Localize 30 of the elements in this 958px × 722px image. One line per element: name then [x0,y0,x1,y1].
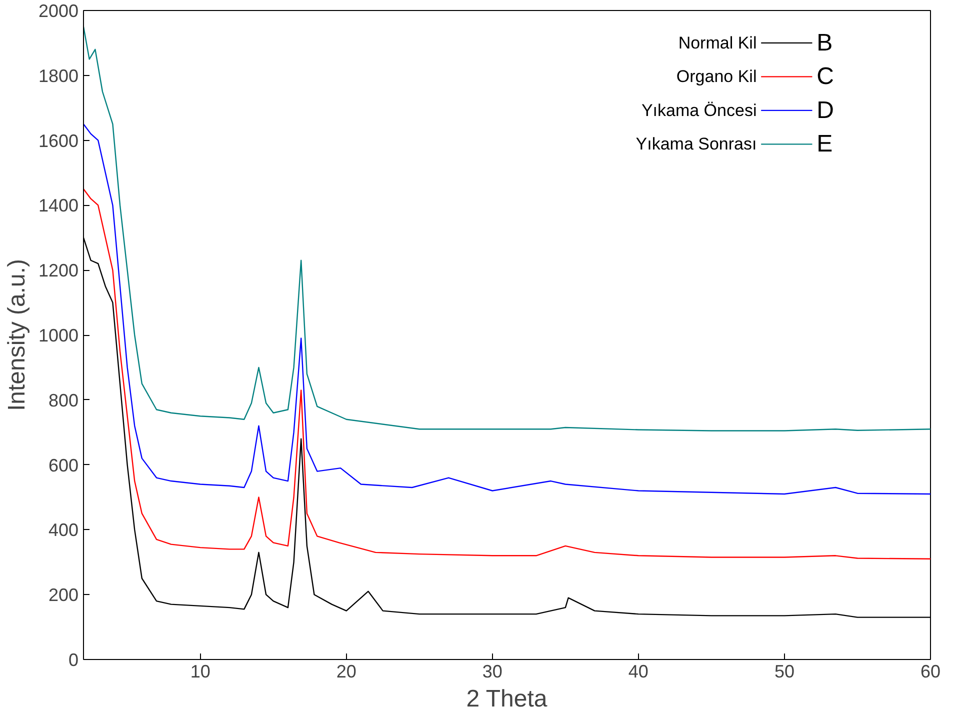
y-tick-label: 200 [48,585,79,606]
x-tick-label: 50 [774,662,794,682]
x-tick-label: 40 [628,662,648,682]
y-tick-label: 2000 [38,1,79,21]
line-series [84,123,930,495]
x-tick-label: 60 [920,662,941,682]
y-tick-label: 800 [48,390,79,410]
annotation: B [816,29,833,56]
x-tick-label: 20 [336,662,356,682]
y-tick-label: 1000 [38,326,79,346]
x-axis-title: 2 Theta [466,686,548,712]
y-tick-label: 1600 [38,130,79,151]
annotation: C [816,63,834,90]
line-series [84,188,930,560]
y-tick-label: 1200 [38,260,79,281]
y-tick-label: 1800 [38,66,79,86]
y-tick-label: 1400 [38,196,79,216]
x-tick-label: 10 [190,662,210,682]
y-tick-label: 400 [48,520,79,540]
legend-label: Organo Kil [676,67,757,86]
y-axis-title: Intensity (a.u.) [3,258,30,412]
legend-label: Yıkama Sonrası [636,134,757,154]
y-tick-label: 0 [68,650,79,670]
line-series [84,26,930,432]
y-tick-label: 600 [48,455,79,476]
x-tick-label: 30 [482,662,502,682]
annotation: D [816,96,834,124]
annotation: E [816,130,833,158]
legend-label: Normal Kil [678,33,757,52]
legend-label: Yıkama Öncesi [641,100,757,120]
